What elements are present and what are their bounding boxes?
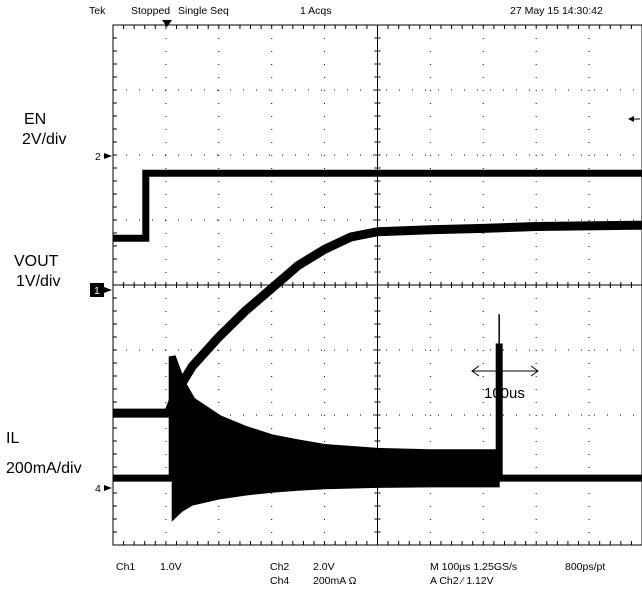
channel-il-name: IL <box>6 430 19 447</box>
acquisition-mode: Single Seq <box>178 5 229 17</box>
channel-en-name: EN <box>24 111 46 128</box>
waveform-traces <box>113 169 642 522</box>
channel-il-arrow-icon <box>104 485 112 491</box>
channel-vout-arrow-icon <box>104 287 112 293</box>
offscreen-arrow-head <box>628 116 634 122</box>
trace-il-ripple-band <box>171 356 500 522</box>
time-span-arrow-left-icon <box>471 365 480 377</box>
channel-en-scale: 2V/div <box>22 131 66 148</box>
channel-vout-marker-box <box>90 283 104 297</box>
readout-ch1-scale: 1.0V <box>160 561 182 573</box>
channel-il-scale: 200mA/div <box>6 460 82 477</box>
readout-ch4-name: Ch4 <box>270 575 289 587</box>
time-span-label: 100us <box>484 385 525 402</box>
channel-en-marker: 2 <box>95 151 101 163</box>
readout-ch2-scale: 2.0V <box>313 561 335 573</box>
channel-vout-marker: 1 <box>94 285 100 297</box>
channel-il-marker: 4 <box>95 483 101 495</box>
readout-ch1-name: Ch1 <box>116 561 135 573</box>
readout-resolution: 800ps/pt <box>565 561 605 573</box>
readout-trigger: A Ch2 ⁄ 1.12V <box>430 575 494 587</box>
acquisition-count: 1 Acqs <box>300 5 332 17</box>
readout-timebase: M 100µs 1.25GS/s <box>430 561 517 573</box>
trigger-position-marker <box>162 20 172 27</box>
channel-vout-scale: 1V/div <box>16 273 60 290</box>
acquisition-state: Stopped <box>131 5 170 17</box>
channel-en-arrow-icon <box>104 153 112 159</box>
readout-ch2-name: Ch2 <box>270 561 289 573</box>
brand-label: Tek <box>89 5 106 17</box>
channel-vout-name: VOUT <box>14 253 59 270</box>
time-span-arrow-right-icon <box>530 365 539 377</box>
readout-ch4-scale: 200mA Ω <box>313 575 357 587</box>
trace-en <box>113 169 642 242</box>
capture-datetime: 27 May 15 14:30:42 <box>510 5 603 17</box>
